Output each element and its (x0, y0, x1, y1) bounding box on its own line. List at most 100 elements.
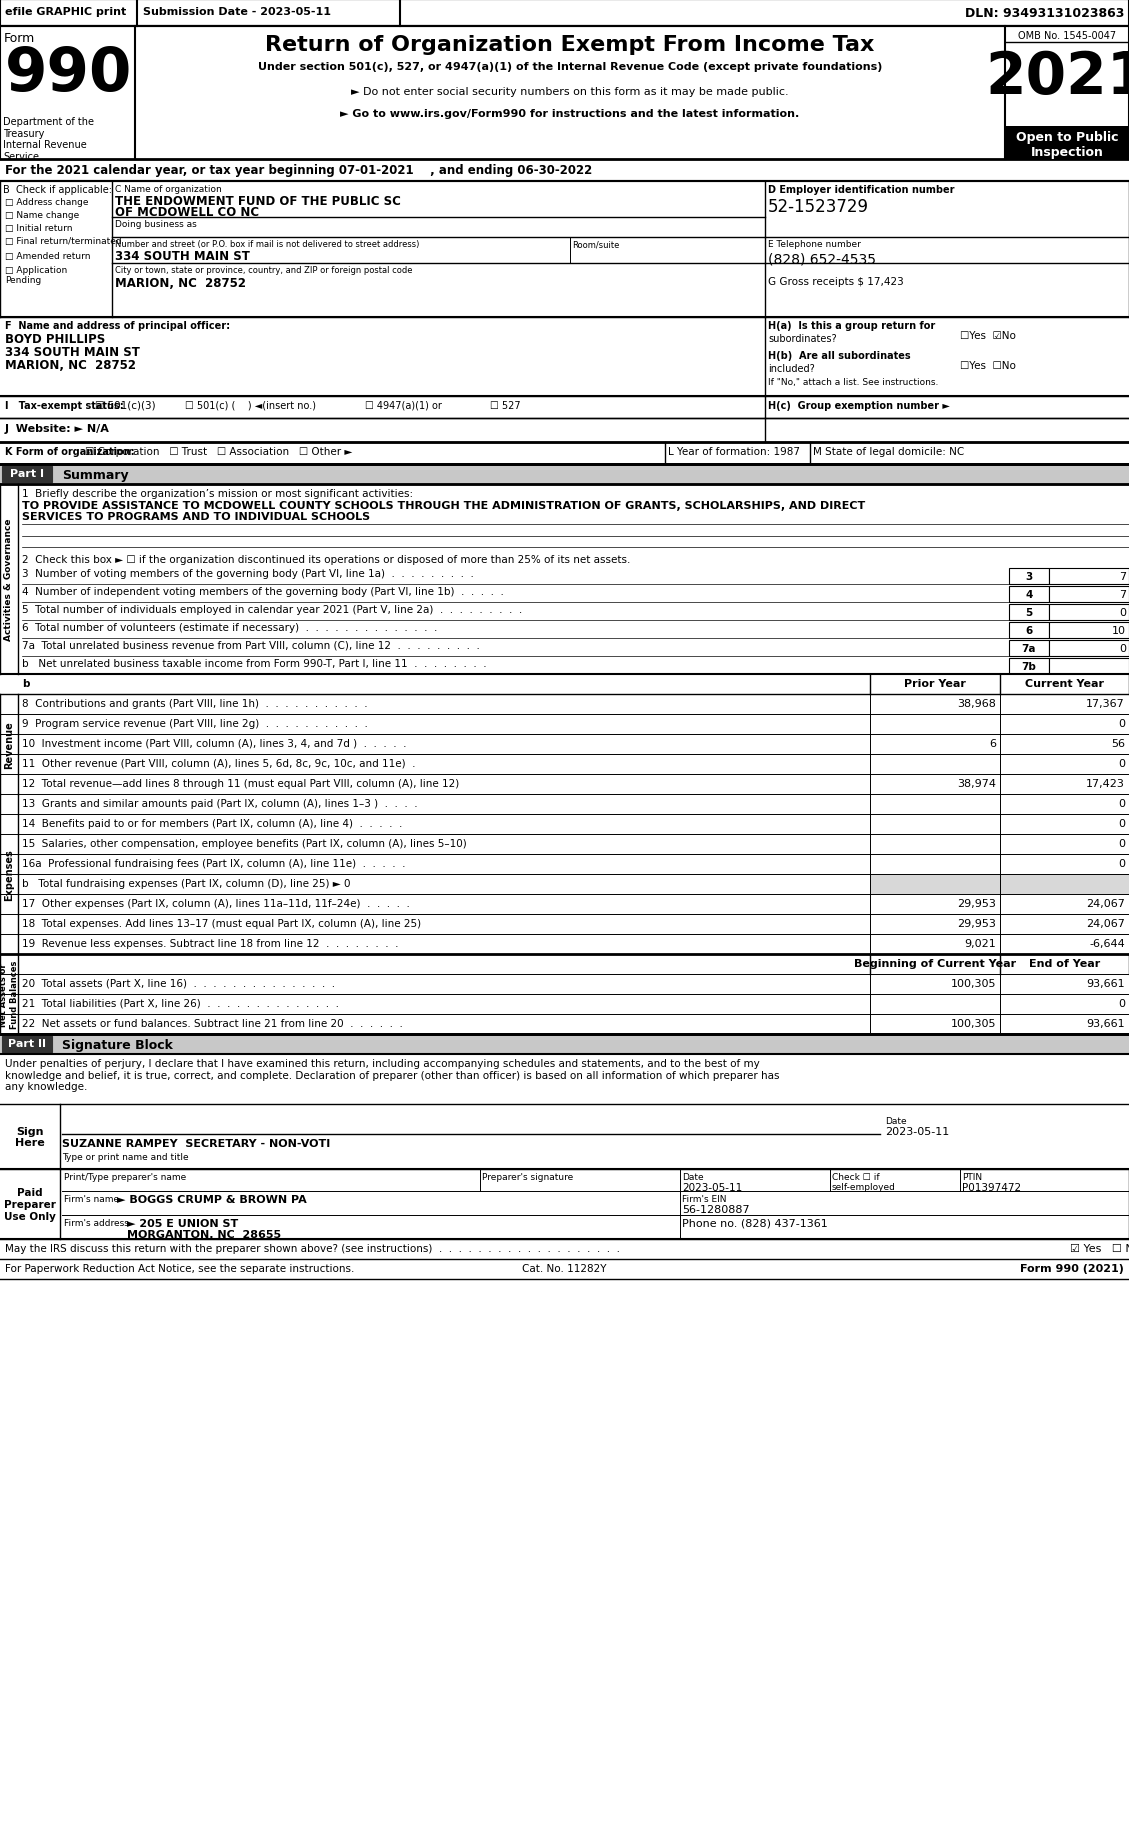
Bar (0, 1103, 60, 1169)
Text: 0: 0 (1118, 759, 1124, 769)
Text: Type or print name and title: Type or print name and title (62, 1153, 189, 1162)
Text: ► 205 E UNION ST: ► 205 E UNION ST (126, 1219, 238, 1228)
Text: 21  Total liabilities (Part X, line 26)  .  .  .  .  .  .  .  .  .  .  .  .  .  : 21 Total liabilities (Part X, line 26) .… (21, 999, 339, 1008)
Text: ☐ 501(c) (    ) ◄(insert no.): ☐ 501(c) ( ) ◄(insert no.) (185, 401, 316, 410)
Text: Firm's address: Firm's address (64, 1219, 129, 1228)
Text: Part I: Part I (10, 468, 44, 479)
Bar (1009, 604, 1049, 620)
Text: 8  Contributions and grants (Part VIII, line 1h)  .  .  .  .  .  .  .  .  .  .  : 8 Contributions and grants (Part VIII, l… (21, 699, 368, 708)
Text: Beginning of Current Year: Beginning of Current Year (854, 959, 1016, 968)
Text: □ Initial return: □ Initial return (5, 223, 72, 232)
Text: Date: Date (682, 1173, 703, 1182)
Text: 1  Briefly describe the organization’s mission or most significant activities:: 1 Briefly describe the organization’s mi… (21, 489, 413, 500)
Bar (2, 1036, 52, 1052)
Text: MARION, NC  28752: MARION, NC 28752 (5, 359, 135, 371)
Bar (1009, 622, 1049, 639)
Text: 6: 6 (1025, 626, 1033, 635)
Bar (1009, 640, 1049, 657)
Text: 100,305: 100,305 (951, 1019, 996, 1028)
Bar (2, 467, 52, 483)
Bar (0, 794, 18, 955)
Text: □ Final return/terminated: □ Final return/terminated (5, 236, 122, 245)
Text: 19  Revenue less expenses. Subtract line 18 from line 12  .  .  .  .  .  .  .  .: 19 Revenue less expenses. Subtract line … (21, 939, 399, 948)
Text: Print/Type preparer's name: Print/Type preparer's name (64, 1173, 186, 1182)
Bar (0, 27, 1129, 159)
Text: BOYD PHILLIPS: BOYD PHILLIPS (5, 333, 105, 346)
Text: 0: 0 (1118, 719, 1124, 728)
Bar (870, 875, 1129, 895)
Bar (1049, 622, 1129, 639)
Bar (1049, 640, 1129, 657)
Text: Summary: Summary (62, 468, 129, 481)
Text: Department of the
Treasury
Internal Revenue
Service: Department of the Treasury Internal Reve… (3, 117, 94, 161)
Bar (870, 675, 1129, 695)
Text: Room/suite: Room/suite (572, 240, 620, 249)
Text: ☐Yes  ☐No: ☐Yes ☐No (960, 361, 1016, 371)
Text: 11  Other revenue (Part VIII, column (A), lines 5, 6d, 8c, 9c, 10c, and 11e)  .: 11 Other revenue (Part VIII, column (A),… (21, 759, 415, 769)
Text: 7b: 7b (1022, 662, 1036, 672)
Text: Net Assets or
Fund Balances: Net Assets or Fund Balances (0, 961, 19, 1028)
Text: 334 SOUTH MAIN ST: 334 SOUTH MAIN ST (115, 251, 250, 264)
Text: 6  Total number of volunteers (estimate if necessary)  .  .  .  .  .  .  .  .  .: 6 Total number of volunteers (estimate i… (21, 622, 437, 633)
Text: Paid
Preparer
Use Only: Paid Preparer Use Only (5, 1188, 56, 1221)
Text: Return of Organization Exempt From Income Tax: Return of Organization Exempt From Incom… (265, 35, 875, 55)
Bar (0, 1169, 1129, 1239)
Bar (1049, 659, 1129, 675)
Text: ☑ 501(c)(3): ☑ 501(c)(3) (95, 401, 156, 410)
Text: 38,974: 38,974 (957, 778, 996, 789)
Text: 3: 3 (1025, 571, 1033, 582)
Text: E Telephone number: E Telephone number (768, 240, 861, 249)
Text: For Paperwork Reduction Act Notice, see the separate instructions.: For Paperwork Reduction Act Notice, see … (5, 1263, 355, 1274)
Text: 2  Check this box ► ☐ if the organization discontinued its operations or dispose: 2 Check this box ► ☐ if the organization… (21, 554, 630, 565)
Text: 22  Net assets or fund balances. Subtract line 21 from line 20  .  .  .  .  .  .: 22 Net assets or fund balances. Subtract… (21, 1019, 403, 1028)
Text: Under section 501(c), 527, or 4947(a)(1) of the Internal Revenue Code (except pr: Under section 501(c), 527, or 4947(a)(1)… (257, 62, 882, 71)
Text: F  Name and address of principal officer:: F Name and address of principal officer: (5, 320, 230, 331)
Text: C Name of organization: C Name of organization (115, 185, 221, 194)
Bar (0, 419, 1129, 443)
Text: SERVICES TO PROGRAMS AND TO INDIVIDUAL SCHOOLS: SERVICES TO PROGRAMS AND TO INDIVIDUAL S… (21, 512, 370, 522)
Text: Sign
Here: Sign Here (15, 1125, 45, 1147)
Bar (0, 485, 18, 675)
Text: 20  Total assets (Part X, line 16)  .  .  .  .  .  .  .  .  .  .  .  .  .  .  .: 20 Total assets (Part X, line 16) . . . … (21, 979, 335, 988)
Text: H(a)  Is this a group return for: H(a) Is this a group return for (768, 320, 935, 331)
Text: L Year of formation: 1987: L Year of formation: 1987 (668, 447, 800, 458)
Text: Cat. No. 11282Y: Cat. No. 11282Y (522, 1263, 606, 1274)
Text: DLN: 93493131023863: DLN: 93493131023863 (964, 7, 1124, 20)
Text: 100,305: 100,305 (951, 979, 996, 988)
Text: 29,953: 29,953 (957, 919, 996, 928)
Text: 13  Grants and similar amounts paid (Part IX, column (A), lines 1–3 )  .  .  .  : 13 Grants and similar amounts paid (Part… (21, 798, 418, 809)
Text: □ Address change: □ Address change (5, 198, 88, 207)
Text: Signature Block: Signature Block (62, 1038, 173, 1052)
Bar (0, 1169, 60, 1239)
Text: □ Amended return: □ Amended return (5, 253, 90, 262)
Bar (1049, 587, 1129, 602)
Text: I   Tax-exempt status:: I Tax-exempt status: (5, 401, 124, 410)
Text: 3  Number of voting members of the governing body (Part VI, line 1a)  .  .  .  .: 3 Number of voting members of the govern… (21, 569, 474, 578)
Text: ► BOGGS CRUMP & BROWN PA: ► BOGGS CRUMP & BROWN PA (117, 1195, 307, 1204)
Text: efile GRAPHIC print: efile GRAPHIC print (5, 7, 126, 16)
Text: 0: 0 (1119, 644, 1126, 653)
Text: H(c)  Group exemption number ►: H(c) Group exemption number ► (768, 401, 949, 410)
Text: Number and street (or P.O. box if mail is not delivered to street address): Number and street (or P.O. box if mail i… (115, 240, 419, 249)
Text: Expenses: Expenses (5, 849, 14, 900)
Text: 56-1280887: 56-1280887 (682, 1204, 750, 1215)
Text: TO PROVIDE ASSISTANCE TO MCDOWELL COUNTY SCHOOLS THROUGH THE ADMINISTRATION OF G: TO PROVIDE ASSISTANCE TO MCDOWELL COUNTY… (21, 501, 865, 511)
Text: M State of legal domicile: NC: M State of legal domicile: NC (813, 447, 964, 458)
Text: THE ENDOWMENT FUND OF THE PUBLIC SC: THE ENDOWMENT FUND OF THE PUBLIC SC (115, 194, 401, 209)
Text: 5: 5 (1025, 608, 1033, 619)
Bar (1049, 569, 1129, 584)
Text: Check ☐ if
self-employed: Check ☐ if self-employed (832, 1173, 896, 1191)
Text: 0: 0 (1118, 798, 1124, 809)
Text: ☐ 4947(a)(1) or: ☐ 4947(a)(1) or (365, 401, 441, 410)
Text: -6,644: -6,644 (1089, 939, 1124, 948)
Text: 10: 10 (1112, 626, 1126, 635)
Text: 2023-05-11: 2023-05-11 (682, 1182, 742, 1193)
Text: 0: 0 (1119, 608, 1126, 619)
Text: 5  Total number of individuals employed in calendar year 2021 (Part V, line 2a) : 5 Total number of individuals employed i… (21, 604, 523, 615)
Bar (0, 465, 1129, 485)
Text: b   Net unrelated business taxable income from Form 990-T, Part I, line 11  .  .: b Net unrelated business taxable income … (21, 659, 487, 668)
Text: 2023-05-11: 2023-05-11 (885, 1127, 949, 1136)
Text: 0: 0 (1118, 838, 1124, 849)
Text: May the IRS discuss this return with the preparer shown above? (see instructions: May the IRS discuss this return with the… (5, 1243, 620, 1254)
Text: P01397472: P01397472 (962, 1182, 1021, 1193)
